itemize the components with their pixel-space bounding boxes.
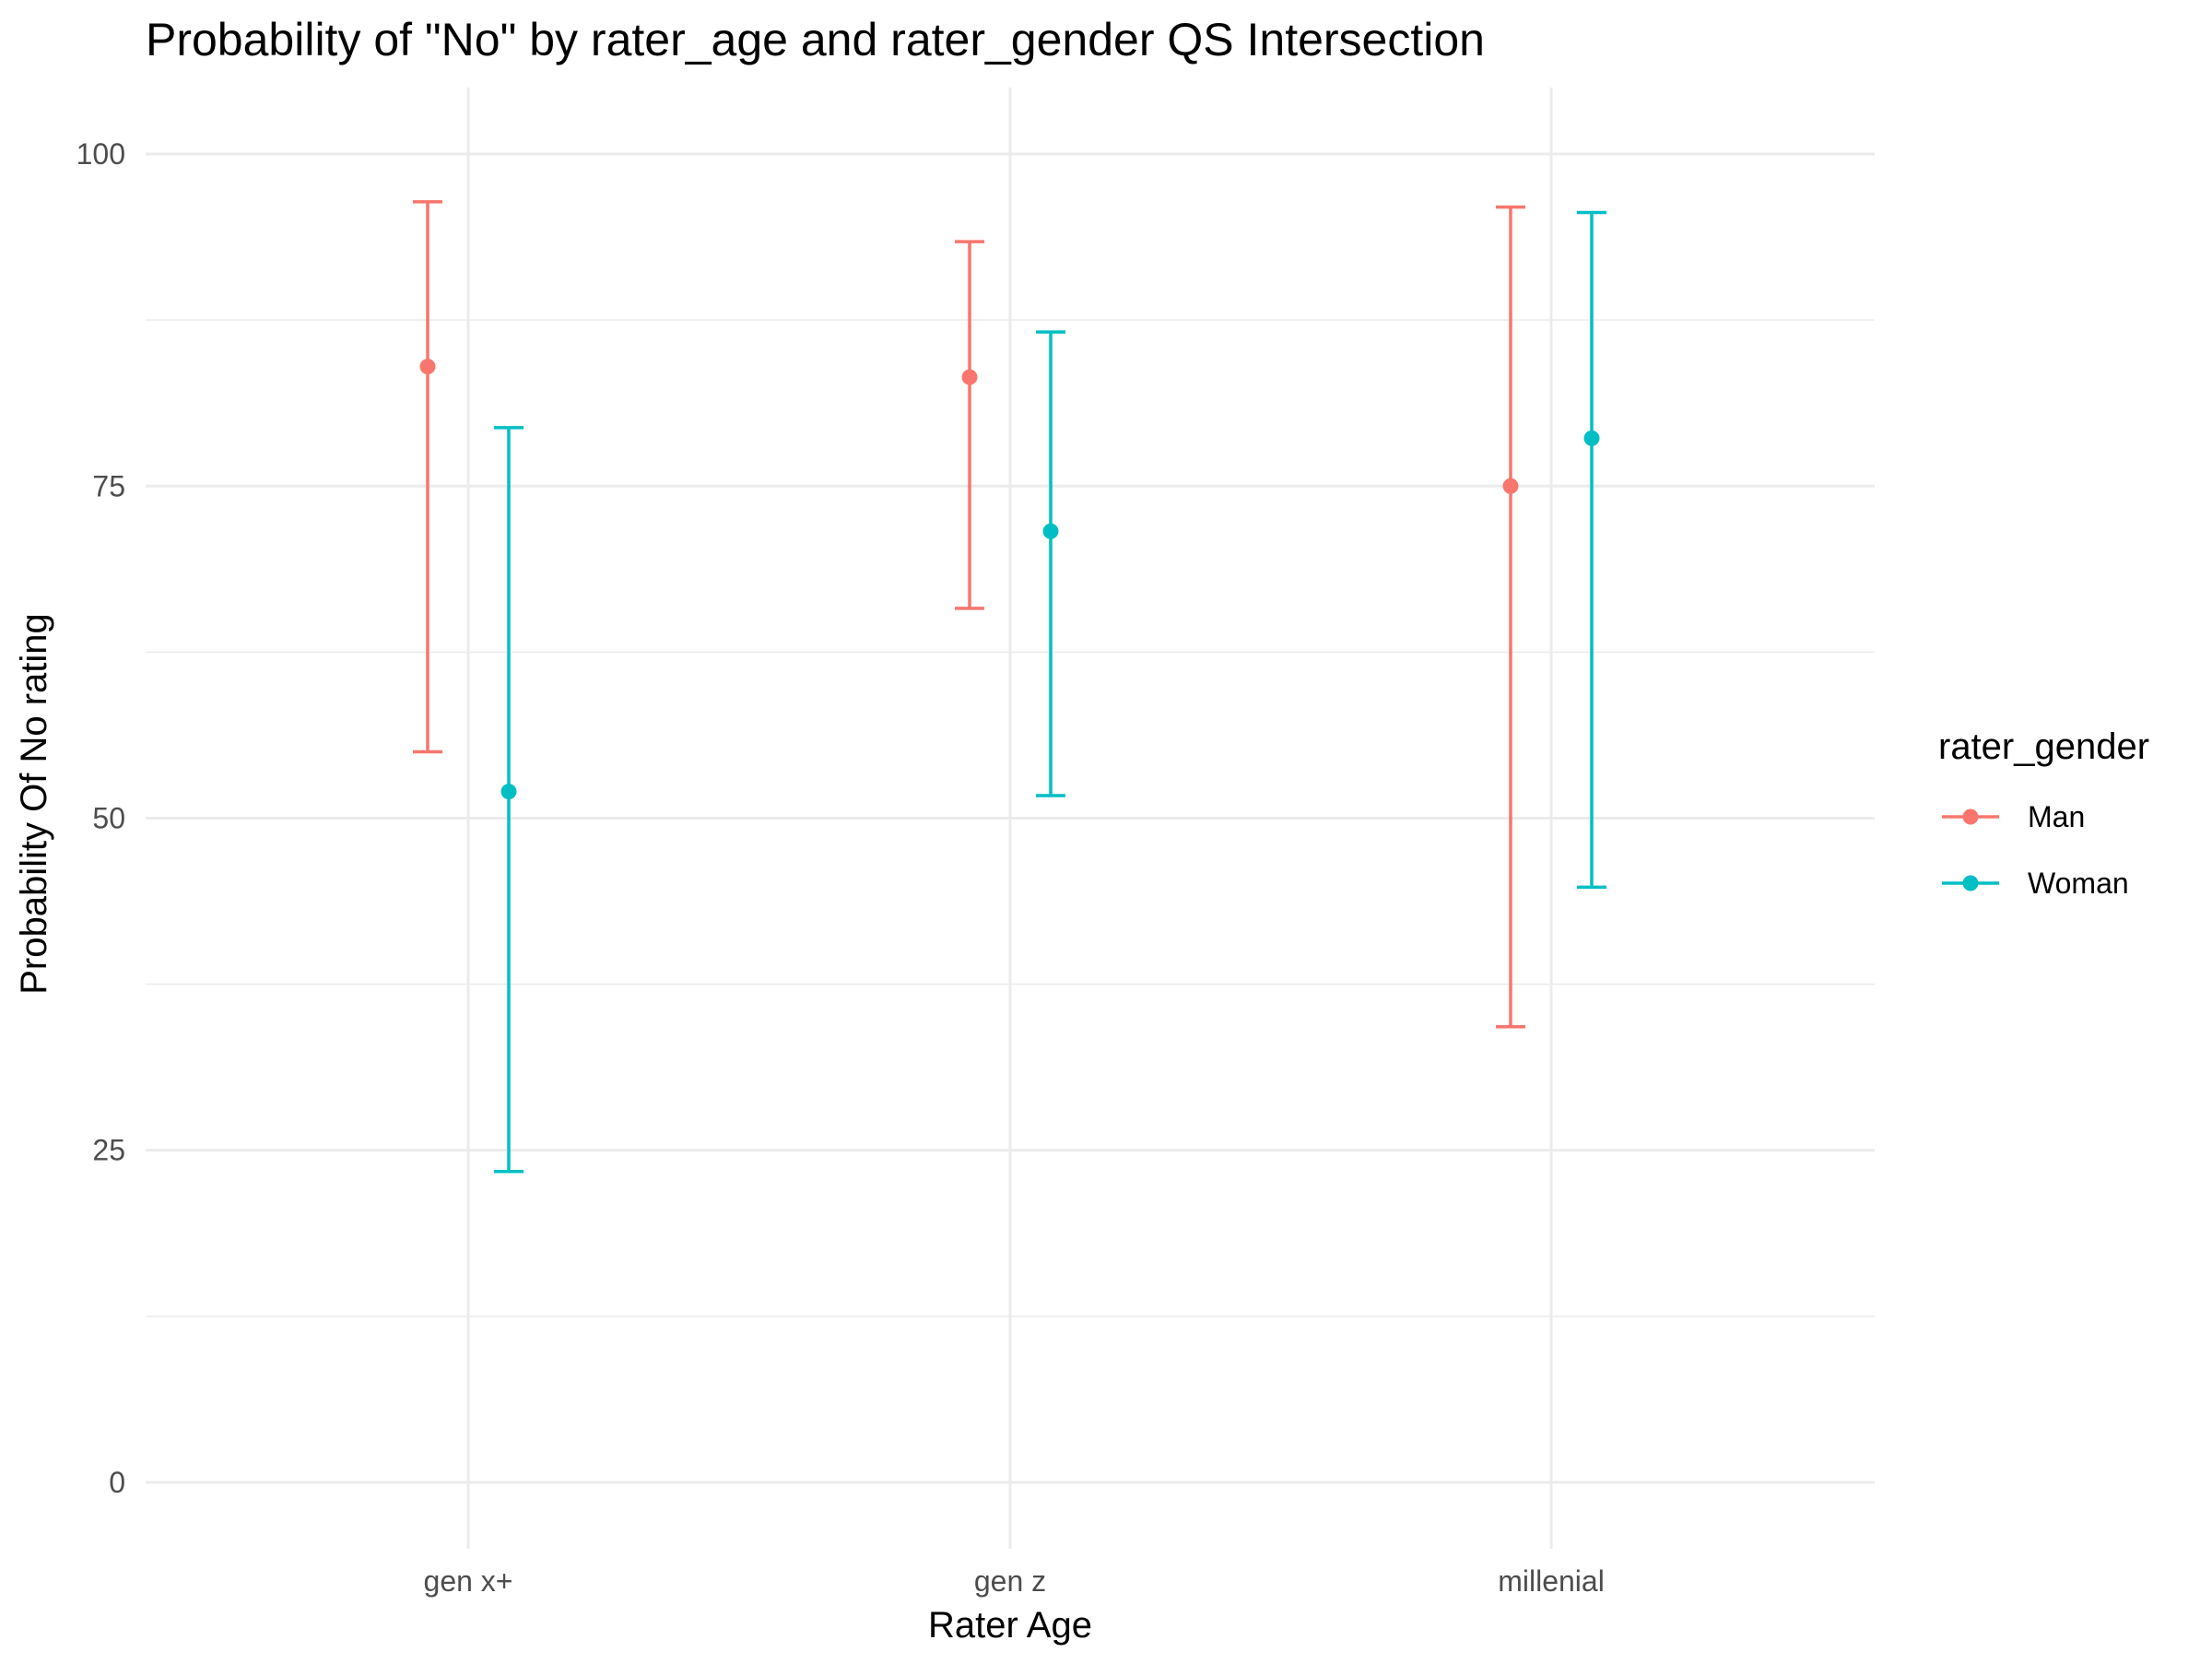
data-point [961, 369, 978, 385]
legend-key-point [1962, 875, 1979, 891]
series-woman [494, 210, 1606, 1174]
y-tick-label: 75 [92, 469, 125, 502]
legend-item-man: Man [1942, 800, 2085, 833]
data-point [1583, 430, 1600, 446]
y-axis-title: Probability Of No rating [14, 613, 54, 995]
y-tick-labels: 0 25 50 75 100 [76, 137, 125, 1499]
legend-key-point [1962, 808, 1979, 825]
legend: rater_gender Man Woman [1938, 726, 2149, 900]
x-tick-labels: gen x+ gen z millenial [424, 1564, 1605, 1598]
x-axis-title: Rater Age [928, 1605, 1092, 1646]
legend-item-woman: Woman [1942, 867, 2129, 900]
legend-title: rater_gender [1938, 726, 2149, 767]
y-tick-label: 50 [92, 802, 125, 835]
legend-label: Woman [2028, 867, 2129, 900]
data-point [500, 784, 517, 800]
series-layer [413, 200, 1606, 1174]
grid-layer [146, 88, 1875, 1549]
y-tick-label: 25 [92, 1134, 125, 1167]
x-tick-label: millenial [1498, 1564, 1605, 1598]
y-tick-label: 100 [76, 137, 125, 171]
x-tick-label: gen z [974, 1564, 1046, 1598]
data-point [1502, 478, 1519, 494]
y-tick-label: 0 [109, 1466, 125, 1499]
data-point [419, 359, 436, 375]
x-tick-label: gen x+ [424, 1564, 513, 1598]
legend-label: Man [2028, 800, 2085, 833]
data-point [1042, 523, 1059, 539]
series-man [413, 200, 1525, 1029]
chart-title: Probability of "No" by rater_age and rat… [146, 14, 1485, 65]
